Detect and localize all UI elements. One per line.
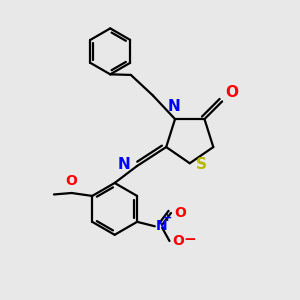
Text: S: S xyxy=(196,157,207,172)
Text: O: O xyxy=(66,174,78,188)
Text: N: N xyxy=(167,99,180,114)
Text: N: N xyxy=(156,219,167,233)
Text: O: O xyxy=(174,206,186,220)
Text: O: O xyxy=(225,85,238,100)
Text: +: + xyxy=(163,213,172,223)
Text: N: N xyxy=(118,157,131,172)
Text: O: O xyxy=(172,234,184,248)
Text: −: − xyxy=(184,232,196,247)
